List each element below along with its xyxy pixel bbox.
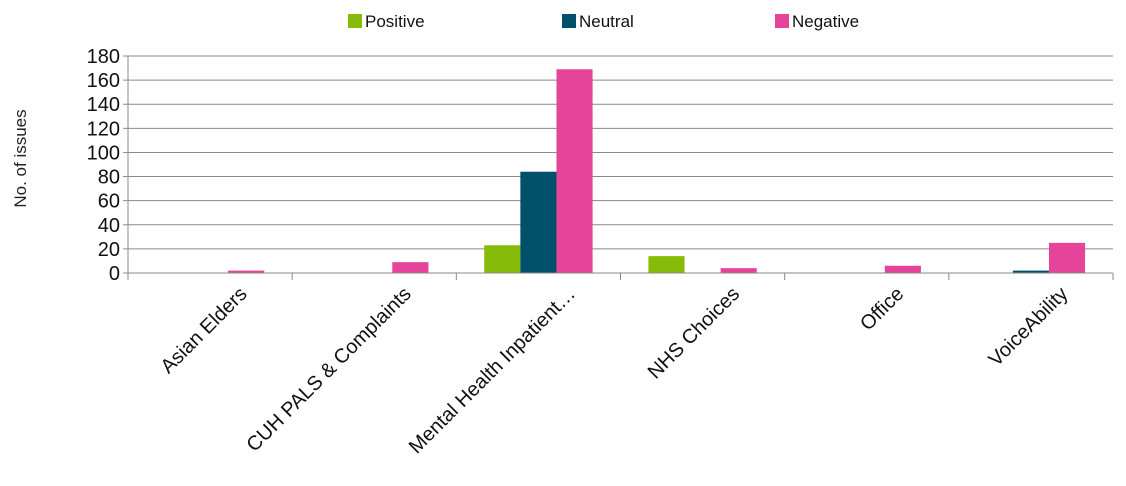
x-tick-label: Mental Health Inpatient…: [405, 283, 580, 458]
y-tick-label: 140: [87, 94, 120, 116]
bar-neutral-5: [1012, 270, 1049, 273]
legend-label-positive: Positive: [365, 12, 425, 31]
x-tick-label: CUH PALS & Complaints: [243, 283, 416, 456]
legend-label-neutral: Neutral: [579, 12, 634, 31]
x-tick-label: VoiceAbility: [985, 283, 1073, 371]
axes: [123, 55, 1114, 280]
bar-negative-1: [392, 262, 429, 273]
bar-negative-2: [556, 69, 593, 273]
y-tick-label: 100: [87, 142, 120, 164]
x-tick-label: NHS Choices: [644, 283, 744, 383]
y-tick-label: 80: [98, 167, 120, 189]
legend-swatch-positive: [348, 14, 362, 28]
bar-positive-2: [484, 245, 521, 273]
y-tick-label: 160: [87, 70, 120, 92]
y-tick-label: 20: [98, 239, 120, 261]
y-tick-label: 120: [87, 118, 120, 140]
legend: Positive Neutral Negative: [348, 12, 859, 31]
legend-swatch-neutral: [562, 14, 576, 28]
y-tick-label: 0: [109, 263, 120, 285]
legend-swatch-negative: [775, 14, 789, 28]
bar-neutral-2: [520, 171, 557, 273]
gridlines: [128, 55, 1113, 250]
bars: [228, 69, 1086, 273]
legend-label-negative: Negative: [792, 12, 859, 31]
y-axis-label: No. of issues: [11, 109, 30, 207]
bar-positive-3: [648, 256, 685, 273]
x-tick-label: Office: [856, 283, 908, 335]
y-tick-label: 60: [98, 191, 120, 213]
bar-negative-0: [228, 270, 265, 273]
x-tick-label: Asian Elders: [157, 283, 252, 378]
y-tick-label: 40: [98, 215, 120, 237]
bar-negative-4: [884, 265, 921, 273]
bar-negative-5: [1048, 242, 1086, 273]
bar-negative-3: [720, 268, 757, 273]
y-tick-label: 180: [87, 46, 120, 68]
